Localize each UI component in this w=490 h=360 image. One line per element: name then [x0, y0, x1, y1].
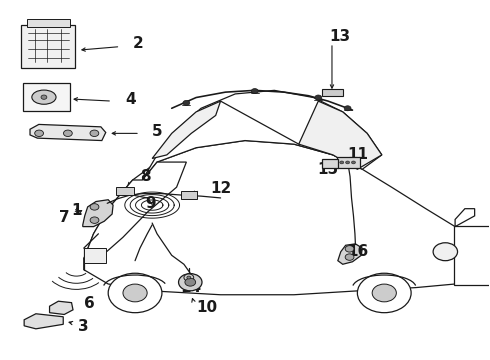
Circle shape: [251, 89, 258, 94]
Circle shape: [372, 284, 396, 302]
Circle shape: [90, 204, 99, 210]
Circle shape: [187, 276, 191, 279]
Text: 6: 6: [84, 296, 95, 311]
Polygon shape: [30, 125, 106, 140]
Circle shape: [433, 243, 458, 261]
Polygon shape: [84, 140, 475, 295]
FancyBboxPatch shape: [337, 157, 360, 168]
FancyBboxPatch shape: [23, 83, 70, 111]
FancyBboxPatch shape: [26, 19, 70, 27]
Text: 1: 1: [72, 203, 82, 218]
Circle shape: [344, 106, 351, 111]
FancyBboxPatch shape: [322, 89, 343, 96]
Text: 8: 8: [140, 169, 150, 184]
Polygon shape: [24, 314, 63, 329]
Text: 16: 16: [347, 244, 369, 259]
Text: 9: 9: [145, 196, 155, 211]
Text: 11: 11: [347, 147, 368, 162]
Polygon shape: [299, 101, 382, 169]
Text: 12: 12: [211, 181, 232, 197]
Polygon shape: [338, 244, 362, 264]
Circle shape: [41, 95, 47, 99]
Text: 10: 10: [196, 300, 217, 315]
Text: 13: 13: [329, 29, 350, 44]
Circle shape: [340, 161, 343, 164]
Circle shape: [35, 130, 44, 136]
FancyBboxPatch shape: [180, 192, 197, 199]
Circle shape: [345, 246, 354, 252]
Circle shape: [351, 161, 355, 164]
Circle shape: [90, 217, 99, 224]
Polygon shape: [143, 90, 382, 180]
Polygon shape: [152, 101, 220, 158]
Text: 4: 4: [125, 92, 136, 107]
Circle shape: [108, 273, 162, 313]
Circle shape: [345, 254, 354, 260]
Circle shape: [178, 274, 202, 291]
Circle shape: [184, 274, 194, 281]
Text: 2: 2: [133, 36, 144, 51]
Circle shape: [315, 95, 322, 100]
Circle shape: [185, 278, 196, 286]
FancyBboxPatch shape: [21, 25, 75, 68]
Circle shape: [345, 161, 349, 164]
Polygon shape: [84, 162, 186, 259]
FancyBboxPatch shape: [116, 187, 134, 195]
Polygon shape: [49, 301, 73, 315]
Circle shape: [357, 273, 411, 313]
Circle shape: [123, 284, 147, 302]
Text: 5: 5: [152, 124, 163, 139]
Text: 15: 15: [318, 162, 339, 177]
Circle shape: [64, 130, 73, 136]
Circle shape: [183, 100, 190, 105]
Text: 7: 7: [59, 210, 70, 225]
FancyBboxPatch shape: [322, 159, 338, 168]
Ellipse shape: [32, 90, 56, 104]
FancyBboxPatch shape: [84, 248, 106, 263]
Polygon shape: [83, 200, 113, 226]
Text: 14: 14: [180, 280, 201, 295]
Circle shape: [90, 130, 99, 136]
FancyBboxPatch shape: [454, 226, 490, 285]
Text: 3: 3: [78, 319, 89, 334]
